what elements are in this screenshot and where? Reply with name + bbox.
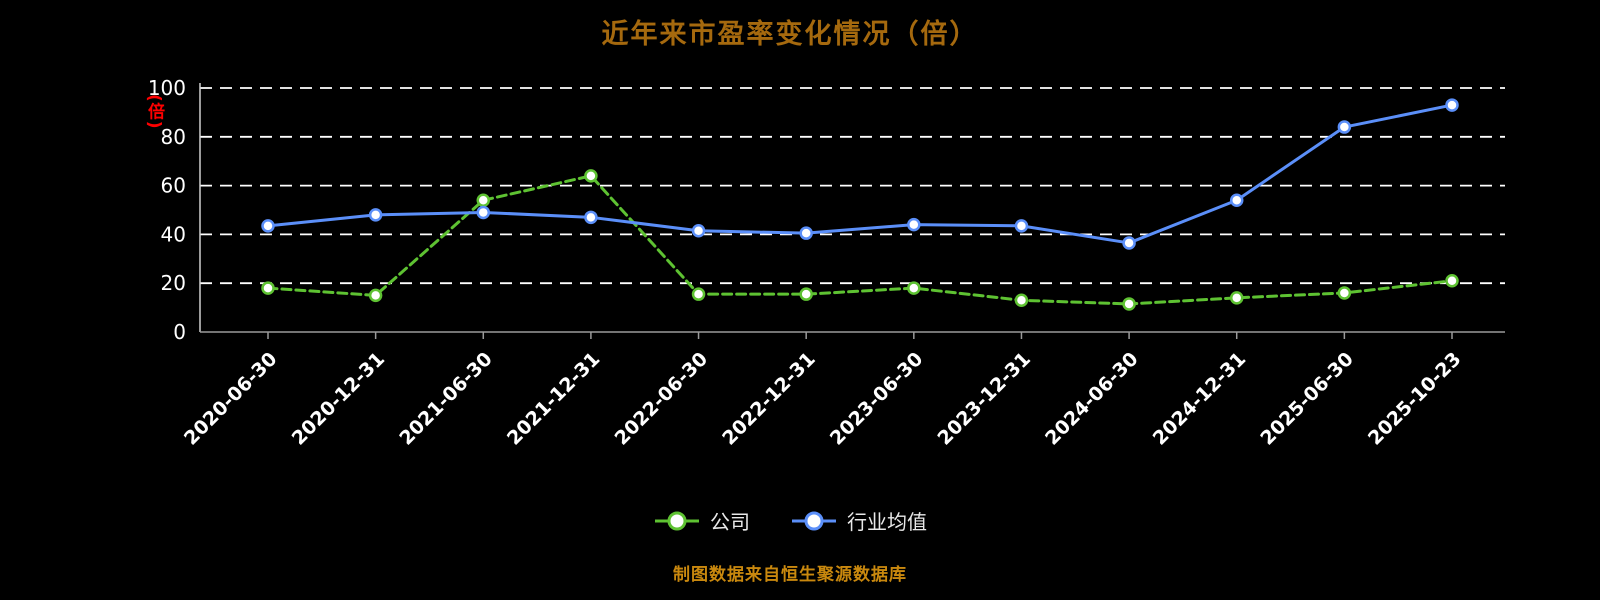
data-point-marker <box>584 210 598 225</box>
x-tick-label: 2024-06-30 <box>1041 348 1143 450</box>
data-point-marker <box>368 208 383 222</box>
data-point-marker <box>907 217 921 232</box>
y-tick-label: 20 <box>161 271 186 295</box>
x-tick-label: 2022-12-31 <box>718 348 820 450</box>
data-point-marker <box>799 287 813 301</box>
x-tick-label: 2025-06-30 <box>1256 348 1358 450</box>
series-line <box>266 103 1454 245</box>
legend: 公司 行业均值 <box>0 506 1580 535</box>
data-point-marker <box>476 205 491 220</box>
data-point-marker <box>261 281 275 295</box>
y-tick-label: 60 <box>161 174 186 198</box>
legend-marker-icon <box>655 511 699 530</box>
legend-label: 公司 <box>710 510 750 534</box>
data-point-marker <box>1122 297 1136 311</box>
x-tick-label: 2020-06-30 <box>180 348 282 450</box>
data-point-marker <box>691 287 706 301</box>
x-tick-label: 2023-06-30 <box>826 348 928 450</box>
chart-title: 近年来市盈率变化情况（倍） <box>601 19 979 50</box>
legend-item-company[interactable]: 公司 <box>653 506 750 535</box>
data-point-marker <box>1445 274 1459 288</box>
data-point-marker <box>691 223 706 238</box>
data-point-marker <box>799 226 813 240</box>
y-tick-label: 40 <box>161 222 186 246</box>
x-tick-label: 2021-06-30 <box>395 348 497 450</box>
legend-item-industry-average[interactable]: 行业均值 <box>790 506 927 535</box>
x-tick-label: 2021-12-31 <box>503 348 605 450</box>
data-point-marker <box>584 169 598 183</box>
x-tick-label: 2020-12-31 <box>288 348 390 450</box>
legend-label: 行业均值 <box>847 510 927 534</box>
x-tick-label: 2022-06-30 <box>611 348 713 450</box>
legend-marker-icon <box>792 511 836 530</box>
y-tick-label: 0 <box>173 320 186 344</box>
x-tick-label: 2024-12-31 <box>1149 348 1251 450</box>
y-tick-label: 100 <box>148 76 186 100</box>
data-point-marker <box>1337 286 1352 300</box>
x-tick-label: 2023-12-31 <box>933 348 1035 450</box>
data-point-marker <box>1229 291 1244 305</box>
x-tick-label: 2025-10-23 <box>1364 348 1466 450</box>
data-point-marker <box>1229 193 1244 207</box>
data-point-marker <box>1337 120 1352 134</box>
data-point-marker <box>1122 236 1136 250</box>
data-source-note: 制图数据来自恒生聚源数据库 <box>673 565 907 585</box>
series-line <box>266 174 1454 306</box>
data-point-marker <box>1014 293 1029 308</box>
data-point-marker <box>476 193 491 207</box>
data-point-marker <box>261 219 275 233</box>
data-point-marker <box>1445 98 1459 112</box>
y-axis-unit-label: (倍) <box>144 94 164 130</box>
data-point-marker <box>368 288 383 303</box>
y-tick-label: 80 <box>161 125 186 149</box>
data-point-marker <box>1014 219 1029 233</box>
data-point-marker <box>907 281 921 295</box>
